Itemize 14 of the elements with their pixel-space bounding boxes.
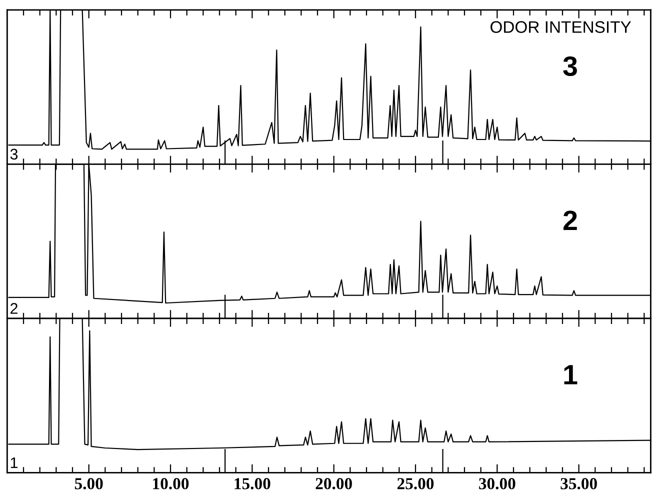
annotation: 1 — [10, 457, 18, 468]
annotation: ODOR INTENSITY — [490, 21, 632, 33]
x-tick-label: 5.00 — [74, 478, 103, 490]
x-tick-label: 30.00 — [479, 478, 516, 490]
annotation: 2 — [10, 303, 18, 314]
annotation: 3 — [563, 56, 577, 76]
annotation: 2 — [563, 210, 577, 230]
x-tick-label: 35.00 — [560, 478, 597, 490]
x-tick-label: 10.00 — [153, 478, 189, 490]
annotation: 1 — [564, 365, 578, 384]
x-tick-label: 20.00 — [316, 478, 352, 490]
x-tick-label: 15.00 — [234, 478, 270, 490]
annotation: 3 — [10, 148, 18, 160]
x-tick-label: 25.00 — [397, 478, 434, 490]
